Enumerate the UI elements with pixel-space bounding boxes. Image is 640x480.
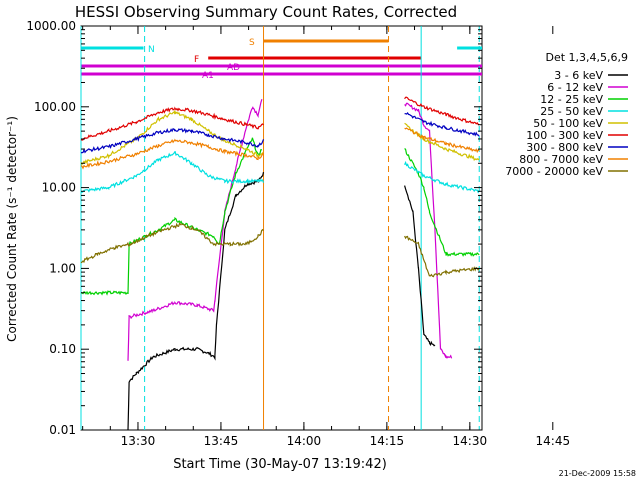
y-tick-label: 0.01 [49, 423, 76, 437]
vertical-markers [80, 26, 480, 430]
detector-label: Det 1,3,4,5,6,9 [545, 51, 628, 64]
x-axis-ticks: 13:30 13:45 14:00 14:15 14:30 14:45 [82, 26, 571, 448]
series-line [80, 138, 265, 170]
y-tick-label: 0.10 [49, 342, 76, 356]
series-line [404, 185, 436, 347]
x-tick-label: 13:45 [204, 434, 239, 448]
footer-timestamp: 21-Dec-2009 15:58 [559, 469, 636, 478]
series-line [80, 106, 264, 141]
y-tick-label: 10.00 [42, 181, 76, 195]
flag-label-n: N [148, 45, 155, 55]
flag-label-f: F [194, 55, 199, 65]
legend-label: 7000 - 20000 keV [505, 165, 603, 178]
series-line [80, 151, 265, 193]
series-line [80, 137, 262, 296]
legend-label: 100 - 300 keV [526, 129, 603, 142]
series-line [127, 171, 265, 431]
y-tick-label: 100.00 [34, 100, 76, 114]
series-line [404, 112, 480, 137]
series-line [404, 235, 480, 278]
legend-label: 25 - 50 keV [540, 105, 603, 118]
flag-bars: N S F AD A1 [81, 38, 482, 81]
series-line [404, 127, 480, 154]
x-axis-label: Start Time (30-May-07 13:19:42) [173, 457, 387, 472]
series-line [80, 222, 264, 264]
y-axis-ticks: 0.01 0.10 1.00 10.00 100.00 1000.00 [26, 19, 482, 437]
legend-label: 6 - 12 keV [547, 81, 603, 94]
series-line [404, 122, 480, 162]
flag-label-s: S [249, 38, 255, 48]
legend-label: 3 - 6 keV [554, 69, 603, 82]
x-tick-label: 13:30 [121, 434, 156, 448]
y-tick-label: 1000.00 [26, 19, 76, 33]
series-line [404, 160, 480, 194]
series-line [404, 102, 453, 359]
y-axis-label: Corrected Count Rate (s⁻¹ detector⁻¹) [5, 116, 19, 342]
flag-label-a1: A1 [202, 71, 214, 81]
legend-label: 800 - 7000 keV [519, 153, 603, 166]
series-line [80, 109, 264, 166]
series-line [80, 127, 265, 154]
flag-label-ad: AD [227, 63, 240, 73]
x-tick-label: 14:00 [287, 434, 322, 448]
x-tick-label: 14:45 [536, 434, 571, 448]
series-line [404, 96, 480, 126]
legend-label: 300 - 800 keV [526, 141, 603, 154]
x-tick-label: 14:30 [453, 434, 488, 448]
y-tick-label: 1.00 [49, 261, 76, 275]
chart-title: HESSI Observing Summary Count Rates, Cor… [75, 3, 457, 21]
legend-label: 12 - 25 keV [540, 93, 603, 106]
legend-label: 50 - 100 keV [533, 117, 603, 130]
series-lines [80, 96, 480, 431]
x-tick-label: 14:15 [370, 434, 405, 448]
